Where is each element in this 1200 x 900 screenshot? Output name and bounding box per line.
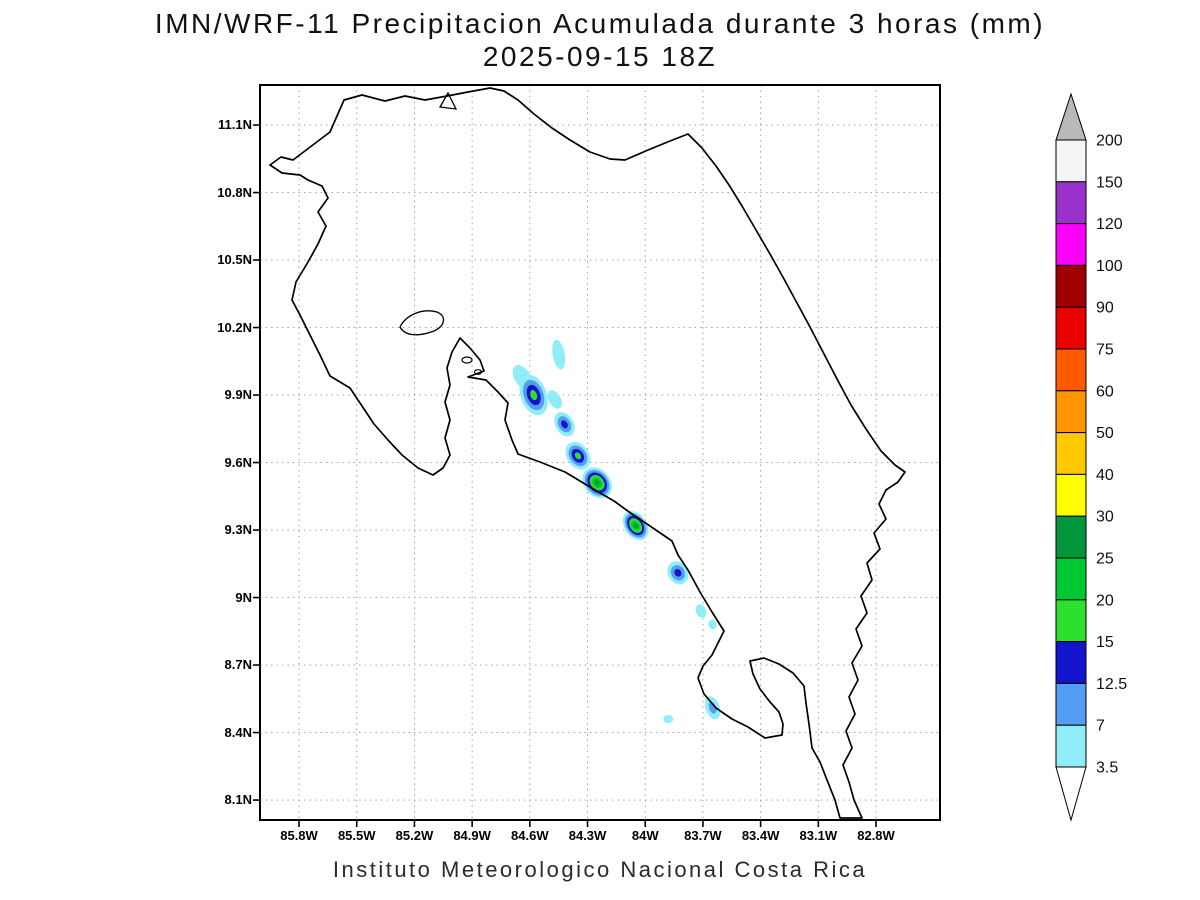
x-tick-label: 83.1W xyxy=(799,828,838,843)
precip-contour-15 xyxy=(530,389,538,401)
y-tick-label: 10.2N xyxy=(217,319,252,335)
precip-contour-3.5 xyxy=(552,339,566,370)
precip-contour-3.5 xyxy=(695,604,707,618)
x-tick-label: 85.5W xyxy=(337,828,376,843)
colorbar-label: 40 xyxy=(1096,467,1114,484)
precip-contour-25 xyxy=(633,523,638,529)
precip-contour-3.5 xyxy=(663,715,674,724)
precip-cell xyxy=(663,715,674,724)
precip-cell xyxy=(667,561,689,585)
colorbar-above-max-arrow xyxy=(1055,92,1087,141)
colorbar-band xyxy=(1055,432,1087,475)
precip-contour-12.5 xyxy=(674,568,682,577)
precipitation-shading xyxy=(512,339,721,724)
plot-title-line2: 2025-09-15 18Z xyxy=(482,41,718,72)
y-tick-label: 9.9N xyxy=(224,387,252,403)
colorbar-label: 100 xyxy=(1096,258,1123,275)
x-tick-label: 83.7W xyxy=(684,828,722,843)
colorbar-label: 15 xyxy=(1096,634,1114,651)
x-tick-label: 84W xyxy=(631,828,659,843)
small-island-outline xyxy=(473,369,483,375)
precip-cell xyxy=(708,619,717,630)
precip-cell xyxy=(622,511,649,541)
precip-contour-7 xyxy=(708,702,717,714)
y-tick-label: 9N xyxy=(235,589,252,605)
precip-cell xyxy=(582,467,612,499)
colorbar-band xyxy=(1055,641,1087,684)
precip-cell xyxy=(695,604,707,618)
y-tick-label: 10.5N xyxy=(217,252,252,268)
precip-contour-15 xyxy=(574,452,582,460)
y-tick-label: 9.6N xyxy=(224,454,252,470)
colorbar-band xyxy=(1055,682,1087,726)
plot-title-line1: IMN/WRF-11 Precipitacion Acumulada duran… xyxy=(154,8,1046,39)
y-tick-label: 9.3N xyxy=(224,522,252,538)
colorbar-band xyxy=(1055,724,1087,768)
colorbar-label: 150 xyxy=(1096,174,1123,191)
precip-contour-3.5 xyxy=(708,619,717,630)
colorbar-below-min-arrow xyxy=(1055,766,1087,822)
colorbar-band xyxy=(1055,181,1087,225)
colorbar-label: 3.5 xyxy=(1096,760,1118,777)
map-plot xyxy=(253,84,941,827)
precip-contour-25 xyxy=(594,480,600,486)
precip-cell xyxy=(519,374,548,416)
colorbar-band xyxy=(1055,515,1087,559)
x-tick-label: 82.8W xyxy=(857,828,895,843)
colorbar-label: 60 xyxy=(1096,383,1114,400)
colorbar-band xyxy=(1055,599,1087,643)
colorbar-band xyxy=(1055,557,1087,601)
y-tick-label: 11.1N xyxy=(218,117,252,133)
precip-contour-3.5 xyxy=(547,390,563,409)
colorbar-label: 20 xyxy=(1096,592,1114,609)
colorbar-band xyxy=(1055,473,1087,517)
footer-caption: Instituto Meteorologico Nacional Costa R… xyxy=(332,857,868,882)
y-tick-label: 8.4N xyxy=(224,724,252,740)
x-tick-label: 84.3W xyxy=(568,828,607,843)
tempisque-estuary-outline xyxy=(399,310,445,336)
costa-rica-coastline xyxy=(269,87,906,819)
precip-cell xyxy=(704,696,721,720)
x-tick-label: 84.6W xyxy=(511,828,549,843)
colorbar-label: 50 xyxy=(1096,425,1114,442)
colorbar-band xyxy=(1055,139,1087,183)
colorbar-band xyxy=(1055,223,1087,266)
colorbar-label: 7 xyxy=(1096,718,1105,735)
precip-cell xyxy=(547,390,563,409)
colorbar-label: 90 xyxy=(1096,300,1114,317)
colorbar-label: 25 xyxy=(1096,551,1114,568)
colorbar: 200 150 120 100 90 75 60 50 40 30 25 20 15 12.5 7 3.5 xyxy=(1055,92,1127,822)
x-tick-label: 83.4W xyxy=(741,828,780,843)
border-lake-detail xyxy=(438,91,458,110)
colorbar-label: 200 xyxy=(1096,133,1123,150)
colorbar-band xyxy=(1055,306,1087,350)
gridlines xyxy=(260,85,940,820)
chira-island-outline xyxy=(461,356,473,364)
x-tick-label: 85.2W xyxy=(395,828,434,843)
colorbar-label: 75 xyxy=(1096,342,1114,359)
coastline-layer xyxy=(269,87,906,819)
y-tick-label: 8.7N xyxy=(224,657,252,673)
y-tick-label: 8.1N xyxy=(224,792,252,808)
colorbar-label: 30 xyxy=(1096,509,1114,526)
precip-cell xyxy=(552,339,566,370)
precip-cell xyxy=(565,441,591,470)
plot-frame xyxy=(259,84,941,821)
precip-contour-12.5 xyxy=(561,420,568,429)
precip-cell xyxy=(554,412,575,437)
colorbar-band xyxy=(1055,348,1087,392)
colorbar-band xyxy=(1055,264,1087,308)
colorbar-label: 12.5 xyxy=(1096,676,1127,693)
colorbar-label: 120 xyxy=(1096,216,1123,233)
x-tick-label: 85.8W xyxy=(280,828,318,843)
colorbar-band xyxy=(1055,390,1087,434)
x-tick-label: 84.9W xyxy=(453,828,491,843)
y-tick-label: 10.8N xyxy=(217,184,252,200)
axis-ticks xyxy=(253,124,877,827)
